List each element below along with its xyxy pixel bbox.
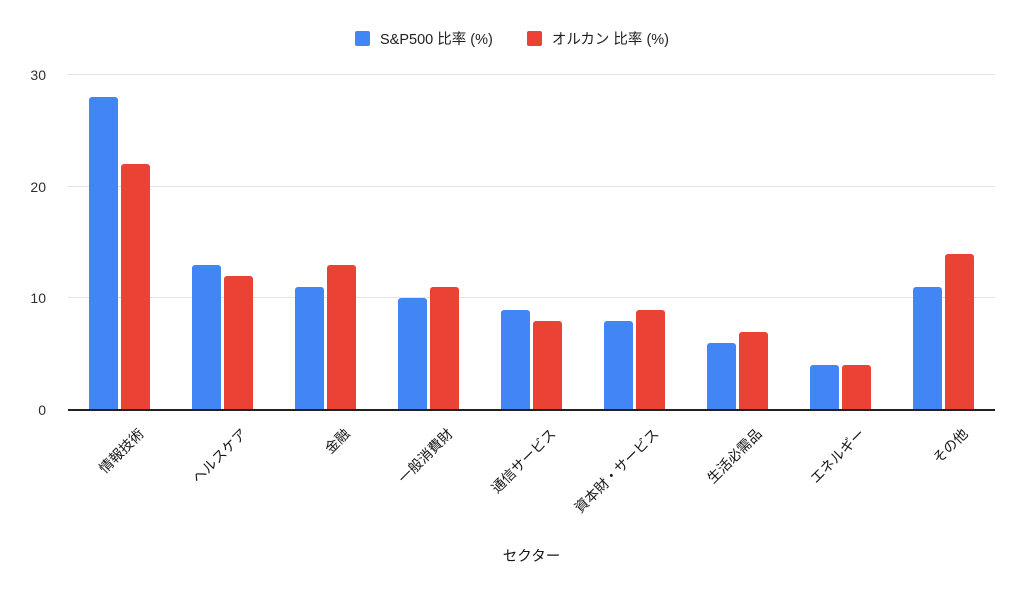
bar <box>89 97 118 410</box>
bar <box>842 365 871 410</box>
legend-swatch-icon <box>526 31 542 46</box>
legend-item: S&P500 比率 (%) <box>355 28 493 49</box>
bar-group <box>892 75 995 410</box>
x-axis-title: セクター <box>502 549 561 565</box>
bar <box>913 287 942 410</box>
bar <box>739 331 768 410</box>
bars-layer <box>68 75 995 410</box>
legend-label: オルカン 比率 (%) <box>551 32 669 48</box>
x-category-labels: 情報技術 ヘルスケア 金融 一般消費財 通信サービス 資本財・サービス 生活必需品 エネルギー… <box>68 416 995 526</box>
x-category-label: その他 <box>929 425 971 467</box>
legend-swatch-icon <box>355 31 370 46</box>
y-tick-label: 10 <box>30 290 46 307</box>
legend-label: S&P500 比率 (%) <box>380 32 493 48</box>
bar-group <box>171 75 274 410</box>
bar <box>707 343 736 410</box>
bar-group <box>274 75 377 410</box>
bar <box>945 253 974 410</box>
bar <box>398 298 427 410</box>
x-axis-line <box>68 409 995 411</box>
bar <box>604 320 633 410</box>
plot-area <box>68 74 995 411</box>
bar <box>501 309 530 410</box>
y-tick-label: 20 <box>30 178 46 195</box>
bar-group <box>686 75 789 410</box>
x-category-label: 金融 <box>321 425 353 457</box>
bar <box>636 309 665 410</box>
bar-group <box>377 75 480 410</box>
bar <box>430 287 459 410</box>
bar <box>224 276 253 410</box>
bar <box>327 264 356 410</box>
bar <box>121 164 150 410</box>
x-category-label: 通信サービス <box>487 425 559 497</box>
legend-item: オルカン 比率 (%) <box>526 28 669 49</box>
y-tick-label: 0 <box>38 402 46 418</box>
gridline <box>68 297 995 299</box>
x-category-label: 一般消費財 <box>394 425 456 487</box>
bar-group <box>789 75 892 410</box>
x-category-label: エネルギー <box>806 425 868 487</box>
y-axis: 0 10 20 30 <box>0 68 52 417</box>
bar <box>295 287 324 410</box>
y-tick-label: 30 <box>30 67 46 83</box>
bar <box>533 320 562 410</box>
gridline <box>68 74 995 75</box>
bar <box>192 264 221 410</box>
gridline <box>68 185 995 187</box>
x-category-label: 生活必需品 <box>703 425 765 487</box>
bar-group <box>480 75 583 410</box>
bar-group <box>583 75 686 410</box>
bar <box>810 365 839 410</box>
legend: S&P500 比率 (%) オルカン 比率 (%) <box>0 28 1024 49</box>
bar-group <box>68 75 171 410</box>
x-category-label: ヘルスケア <box>188 425 250 487</box>
x-category-label: 情報技術 <box>95 425 147 477</box>
x-category-label: 資本財・サービス <box>570 425 662 516</box>
